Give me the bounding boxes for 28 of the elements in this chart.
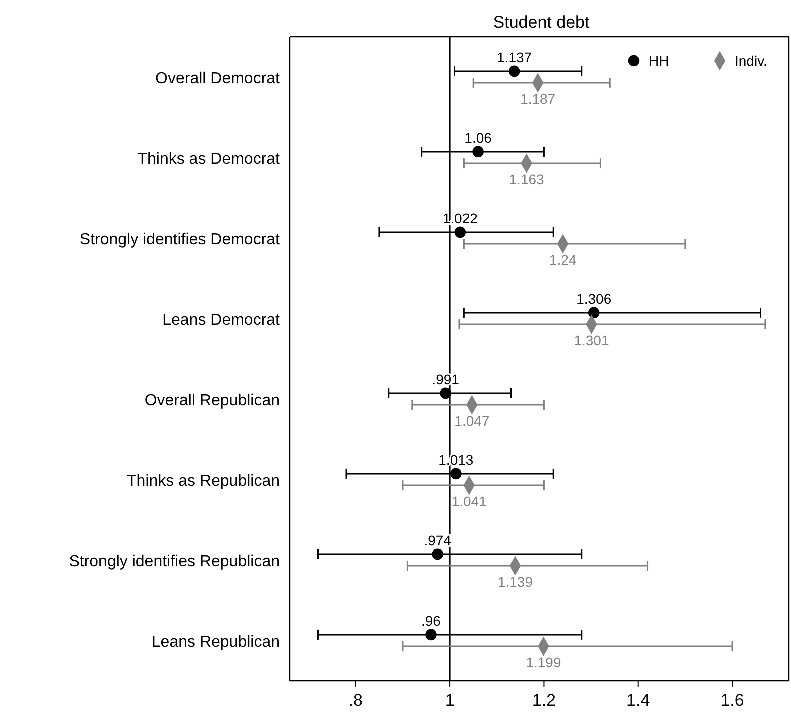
y-tick-label: Strongly identifies Republican: [69, 553, 280, 570]
data-label: 1.041: [452, 494, 488, 510]
data-label: 1.199: [526, 654, 562, 671]
data-label: 1.163: [509, 172, 545, 188]
data-label: 1.06: [464, 130, 492, 146]
data-label: 1.301: [574, 332, 610, 349]
chart-title: Student debt: [493, 13, 590, 32]
data-label: .96: [421, 612, 442, 629]
x-tick-label: 1.6: [720, 691, 744, 710]
y-tick-label: Thinks as Democrat: [138, 150, 281, 168]
data-label: 1.24: [549, 252, 577, 268]
y-tick-label: Overall Democrat: [156, 70, 281, 88]
data-label: 1.187: [520, 91, 556, 108]
data-label: 1.139: [498, 574, 534, 590]
x-tick-label: 1: [445, 691, 455, 710]
y-tick-label: Strongly identifies Democrat: [80, 231, 281, 248]
y-tick-label: Thinks as Republican: [127, 472, 280, 490]
x-tick-label: 1.4: [626, 691, 650, 710]
data-label: 1.137: [497, 49, 532, 66]
y-tick-label: Leans Democrat: [162, 312, 281, 329]
y-tick-label: Overall Republican: [144, 392, 280, 410]
x-tick-label: 1.2: [532, 691, 556, 710]
legend-label: Indiv.: [735, 53, 768, 69]
data-label: 1.047: [454, 413, 490, 430]
legend-label: HH: [649, 53, 670, 69]
data-label: 1.306: [576, 290, 612, 307]
y-tick-label: Leans Republican: [152, 634, 280, 651]
x-tick-label: .8: [348, 691, 363, 710]
